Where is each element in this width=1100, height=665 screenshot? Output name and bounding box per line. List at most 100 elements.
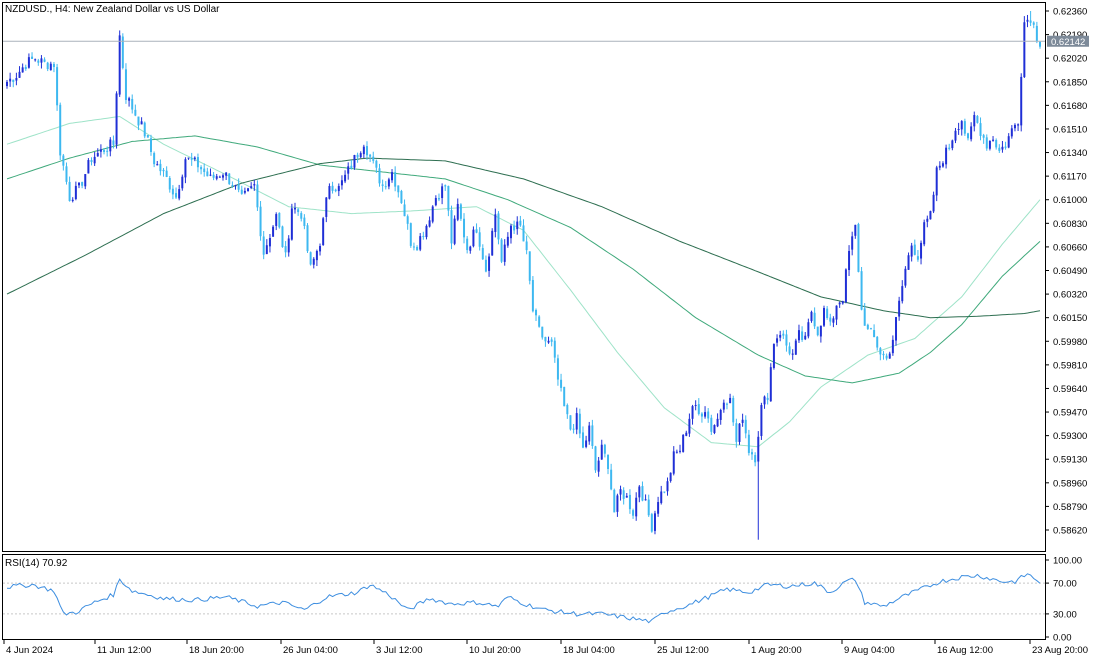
- candle-bear[interactable]: [879, 348, 882, 355]
- candle-bull[interactable]: [895, 317, 898, 341]
- candle-bear[interactable]: [985, 137, 988, 149]
- candle-bear[interactable]: [146, 134, 149, 138]
- candle-bear[interactable]: [450, 210, 453, 244]
- candle-bull[interactable]: [287, 238, 290, 253]
- candle-bear[interactable]: [995, 140, 998, 148]
- candle-bear[interactable]: [43, 59, 46, 62]
- candle-bull[interactable]: [704, 412, 707, 417]
- candle-bear[interactable]: [121, 36, 124, 68]
- candle-bear[interactable]: [869, 328, 872, 330]
- candle-bull[interactable]: [40, 58, 43, 63]
- candle-bear[interactable]: [190, 158, 193, 160]
- candle-bull[interactable]: [218, 176, 221, 178]
- candle-bear[interactable]: [231, 185, 234, 187]
- candle-bull[interactable]: [118, 35, 121, 95]
- candle-bull[interactable]: [741, 419, 744, 423]
- candle-bear[interactable]: [112, 140, 115, 145]
- candle-bull[interactable]: [945, 147, 948, 165]
- candle-bear[interactable]: [447, 185, 450, 211]
- candle-bear[interactable]: [882, 353, 885, 356]
- candle-bear[interactable]: [613, 489, 616, 513]
- candle-bear[interactable]: [259, 206, 262, 237]
- candle-bear[interactable]: [550, 339, 553, 342]
- candle-bull[interactable]: [729, 397, 732, 404]
- candle-bull[interactable]: [272, 226, 275, 237]
- candle-bull[interactable]: [319, 246, 322, 252]
- candle-bear[interactable]: [131, 98, 134, 110]
- candle-bear[interactable]: [967, 133, 970, 139]
- candle-bear[interactable]: [331, 185, 334, 191]
- candle-bull[interactable]: [221, 175, 224, 178]
- candle-bear[interactable]: [106, 150, 109, 152]
- candle-bull[interactable]: [1020, 76, 1023, 126]
- candle-bull[interactable]: [691, 406, 694, 419]
- candle-bull[interactable]: [804, 335, 807, 340]
- candle-bear[interactable]: [876, 336, 879, 348]
- candle-bull[interactable]: [428, 220, 431, 227]
- candle-bull[interactable]: [547, 340, 550, 343]
- candle-bull[interactable]: [848, 250, 851, 271]
- candle-bull[interactable]: [243, 190, 246, 193]
- candle-bull[interactable]: [794, 340, 797, 355]
- candle-bull[interactable]: [588, 425, 591, 442]
- candle-bear[interactable]: [556, 358, 559, 380]
- candle-bear[interactable]: [754, 455, 757, 463]
- candle-bull[interactable]: [1001, 146, 1004, 150]
- candle-bull[interactable]: [87, 160, 90, 174]
- candle-bear[interactable]: [203, 168, 206, 173]
- candle-bull[interactable]: [441, 186, 444, 199]
- candle-bear[interactable]: [284, 246, 287, 253]
- candle-bear[interactable]: [1032, 22, 1035, 25]
- candle-bear[interactable]: [409, 223, 412, 246]
- candle-bull[interactable]: [644, 499, 647, 501]
- candle-bull[interactable]: [234, 185, 237, 187]
- candle-bull[interactable]: [938, 165, 941, 168]
- candle-bull[interactable]: [901, 286, 904, 302]
- candle-bull[interactable]: [722, 402, 725, 410]
- candle-bear[interactable]: [378, 168, 381, 184]
- candle-bear[interactable]: [369, 154, 372, 157]
- candle-bear[interactable]: [143, 122, 146, 137]
- candle-bull[interactable]: [769, 367, 772, 402]
- candle-bear[interactable]: [478, 232, 481, 247]
- candle-bear[interactable]: [297, 209, 300, 213]
- candle-bear[interactable]: [538, 316, 541, 327]
- candle-bull[interactable]: [988, 140, 991, 149]
- candle-bear[interactable]: [628, 494, 631, 510]
- candle-bear[interactable]: [829, 317, 832, 322]
- candle-bear[interactable]: [240, 189, 243, 194]
- candle-bear[interactable]: [785, 334, 788, 346]
- candle-bull[interactable]: [337, 186, 340, 192]
- candle-bear[interactable]: [916, 256, 919, 260]
- candle-bull[interactable]: [760, 405, 763, 436]
- candle-bear[interactable]: [162, 169, 165, 172]
- candle-bull[interactable]: [15, 78, 18, 81]
- candle-bull[interactable]: [666, 481, 669, 492]
- candle-bull[interactable]: [503, 244, 506, 262]
- candle-bear[interactable]: [1035, 25, 1038, 41]
- candle-bull[interactable]: [516, 221, 519, 230]
- candle-bull[interactable]: [600, 444, 603, 460]
- candle-bull[interactable]: [21, 67, 24, 73]
- candle-bear[interactable]: [24, 66, 27, 69]
- candle-bear[interactable]: [200, 167, 203, 170]
- candle-bear[interactable]: [519, 220, 522, 226]
- candle-bull[interactable]: [293, 207, 296, 210]
- time-axis[interactable]: 4 Jun 2024 11 Jun 12:00 18 Jun 20:00 26 Jun…: [3, 640, 1088, 656]
- candle-bear[interactable]: [437, 198, 440, 200]
- candle-bull[interactable]: [275, 214, 278, 226]
- candle-bear[interactable]: [707, 411, 710, 419]
- candle-bear[interactable]: [766, 397, 769, 400]
- candle-bull[interactable]: [625, 495, 628, 498]
- candle-bear[interactable]: [237, 184, 240, 190]
- candle-bull[interactable]: [347, 166, 350, 174]
- candle-bull[interactable]: [957, 129, 960, 131]
- candle-bull[interactable]: [250, 186, 253, 188]
- candle-bull[interactable]: [268, 237, 271, 247]
- candle-bear[interactable]: [979, 123, 982, 136]
- candle-bear[interactable]: [309, 252, 312, 265]
- candle-bull[interactable]: [84, 174, 87, 187]
- candle-bear[interactable]: [68, 181, 71, 201]
- candle-bull[interactable]: [575, 413, 578, 430]
